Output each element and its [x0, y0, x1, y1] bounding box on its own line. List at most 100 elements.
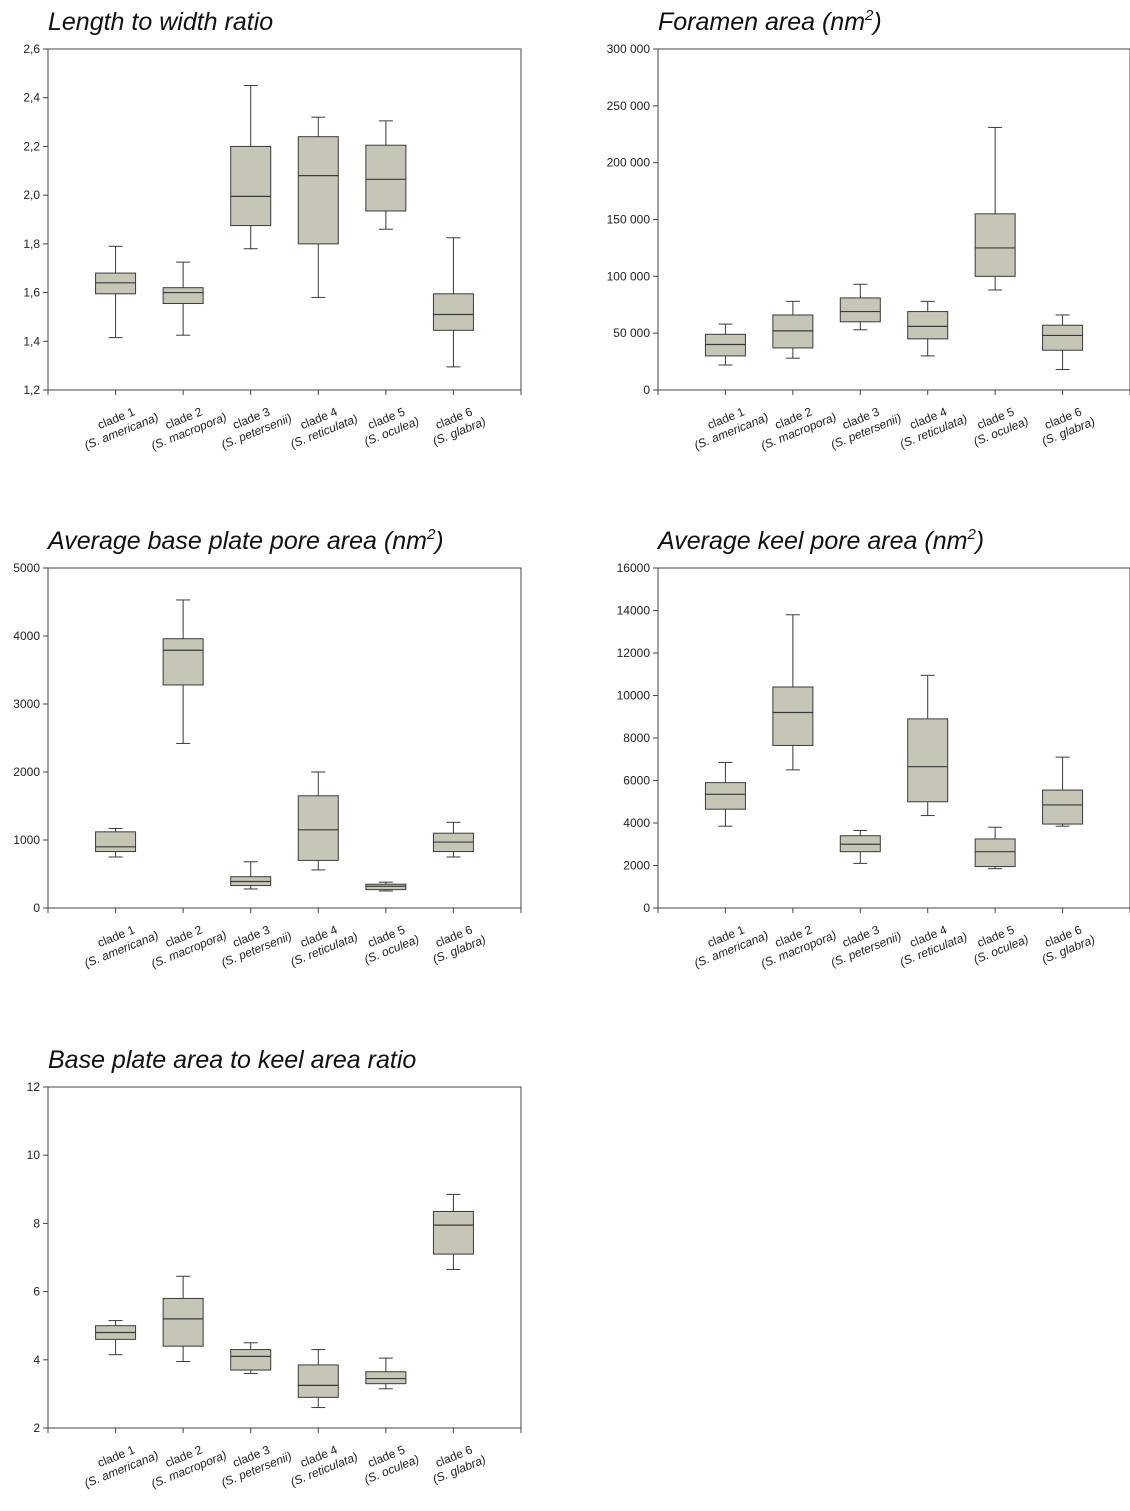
iqr-box [974, 838, 1016, 868]
chart-panel-4: Average keel pore area (nm2) 0 2000 4000 600… [617, 526, 1130, 971]
category-label: clade 5(S. oculea) [357, 1439, 421, 1487]
y-tick-label: 1000 [13, 833, 40, 847]
y-tick-label: 1,6 [23, 286, 40, 300]
plot-frame [657, 567, 1130, 909]
y-tick-label: 10000 [617, 689, 651, 703]
y-tick-label: 3000 [13, 697, 40, 711]
chart-title-text: Length to width ratio [48, 8, 273, 36]
y-tick-label: 4000 [623, 816, 650, 830]
box-plot-6 [432, 1193, 474, 1270]
chart-title-text: Average keel pore area (nm [656, 527, 967, 555]
iqr-box [95, 272, 137, 295]
box-plot-5 [365, 881, 407, 892]
iqr-box [432, 1210, 474, 1255]
iqr-box [1042, 789, 1084, 825]
iqr-box [297, 136, 339, 245]
category-label: clade 5(S. oculea) [966, 401, 1030, 449]
category-label: clade 5(S. oculea) [357, 919, 421, 967]
category-label: clade 1(S. americana) [687, 397, 770, 452]
iqr-box [162, 1297, 204, 1347]
y-tick-label: 6 [33, 1285, 40, 1299]
box-plot-3 [230, 85, 272, 250]
chart-title-superscript: 2 [966, 526, 976, 543]
y-tick-label: 10 [27, 1148, 41, 1162]
category-label: clade 6(S. glabra) [425, 1439, 487, 1486]
box-plot-5 [974, 126, 1016, 291]
y-tick-label: 4 [33, 1353, 40, 1367]
chart-title-tail: ) [432, 527, 443, 555]
y-tick-label: 2,4 [23, 91, 40, 105]
iqr-box [230, 1349, 272, 1371]
category-label: clade 4(S. reticulata) [893, 916, 970, 969]
category-label: clade 2(S. macropora) [754, 915, 839, 971]
box-plot-4 [907, 300, 949, 357]
iqr-box [95, 831, 137, 853]
box-plot-3 [230, 1342, 272, 1374]
category-label: clade 1(S. americana) [77, 915, 160, 970]
chart-title-text: Foramen area (nm [658, 8, 865, 36]
iqr-box [772, 686, 814, 746]
iqr-box [704, 782, 746, 810]
iqr-box [907, 718, 949, 803]
box-plot-2 [772, 614, 814, 771]
y-tick-label: 12000 [617, 646, 651, 660]
box-plot-3 [839, 283, 881, 331]
y-tick-label: 50 000 [613, 326, 650, 340]
box-plot-4 [297, 771, 339, 871]
box-plot-1 [95, 827, 137, 858]
y-tick-label: 1,2 [23, 383, 40, 397]
box-plot-4 [907, 674, 949, 817]
category-label: clade 4(S. reticulata) [893, 398, 970, 451]
category-label: clade 1(S. americana) [687, 915, 770, 970]
y-tick-label: 12 [27, 1080, 41, 1094]
box-plot-1 [95, 245, 137, 339]
box-plot-5 [974, 826, 1016, 870]
iqr-box [365, 1371, 407, 1385]
y-tick-label: 250 000 [607, 99, 651, 113]
iqr-box [365, 144, 407, 212]
iqr-box [162, 287, 204, 305]
iqr-box [432, 293, 474, 331]
box-plot-4 [297, 116, 339, 298]
iqr-box [839, 297, 881, 323]
y-tick-label: 16000 [617, 561, 651, 575]
y-tick-label: 0 [643, 901, 650, 915]
category-label: clade 6(S. glabra) [1034, 919, 1096, 966]
chart-title-tail: ) [973, 527, 984, 555]
y-tick-label: 2,6 [23, 42, 40, 56]
y-tick-label: 5000 [13, 561, 40, 575]
y-tick-label: 0 [33, 901, 40, 915]
category-label: clade 3(S. petersenii) [824, 916, 904, 970]
chart-panel-2: Foramen area (nm2) 0 50 000 100 000 150 000 2… [607, 7, 1130, 453]
y-tick-label: 300 000 [607, 42, 651, 56]
y-tick-label: 2,0 [23, 188, 40, 202]
y-tick-label: 1,8 [23, 237, 40, 251]
chart-title-text: Base plate area to keel area ratio [48, 1046, 416, 1074]
iqr-box [297, 795, 339, 861]
box-plot-4 [297, 1349, 339, 1409]
chart-panel-5: Base plate area to keel area ratio 2 4 6 8 10… [27, 1046, 522, 1491]
box-plot-2 [162, 261, 204, 336]
box-plot-1 [704, 761, 746, 827]
chart-title-superscript: 2 [426, 526, 436, 543]
chart-title-tail: ) [870, 8, 881, 36]
category-label: clade 5(S. oculea) [357, 401, 421, 449]
category-label: clade 5(S. oculea) [966, 919, 1030, 967]
box-plot-2 [162, 599, 204, 744]
y-tick-label: 14000 [617, 604, 651, 618]
y-tick-label: 2000 [13, 765, 40, 779]
y-tick-label: 4000 [13, 629, 40, 643]
plot-frame [47, 1086, 522, 1429]
plot-frame [47, 567, 522, 909]
y-tick-label: 8 [33, 1216, 40, 1230]
y-tick-label: 2000 [623, 859, 650, 873]
chart-title-superscript: 2 [864, 7, 874, 24]
box-plot-2 [162, 1275, 204, 1363]
category-label: clade 4(S. reticulata) [283, 1436, 360, 1489]
category-label: clade 4(S. reticulata) [283, 916, 360, 969]
iqr-box [1042, 324, 1084, 351]
iqr-box [974, 213, 1016, 277]
category-label: clade 3(S. petersenii) [824, 398, 904, 452]
category-label: clade 3(S. petersenii) [214, 916, 294, 970]
